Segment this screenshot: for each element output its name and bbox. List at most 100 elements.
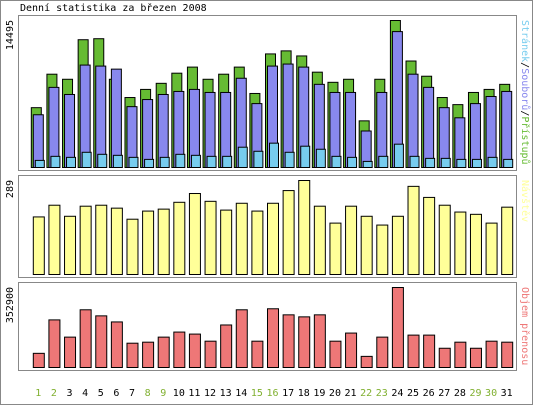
bar xyxy=(378,155,389,169)
bar xyxy=(251,210,264,276)
bar xyxy=(48,86,60,168)
y-tick-label: 14495 xyxy=(5,20,16,50)
x-tick-label: 9 xyxy=(160,388,166,399)
bar xyxy=(188,333,201,369)
bar xyxy=(501,90,513,168)
bar xyxy=(204,200,217,275)
bar xyxy=(329,340,342,369)
x-tick-label: 13 xyxy=(220,388,232,399)
bar xyxy=(409,155,420,169)
x-tick-label: 23 xyxy=(376,388,388,399)
bar xyxy=(267,202,279,276)
bar xyxy=(157,208,170,275)
legend-separator: / xyxy=(519,62,530,68)
bar xyxy=(206,155,217,169)
bar xyxy=(485,222,498,275)
x-tick-label: 17 xyxy=(282,388,294,399)
bar xyxy=(315,148,326,168)
x-tick-label: 31 xyxy=(501,388,513,399)
bar xyxy=(485,340,498,369)
y-tick-label: 289 xyxy=(5,180,16,198)
bar xyxy=(235,202,248,276)
bar xyxy=(64,215,77,276)
bar xyxy=(188,193,201,275)
bar xyxy=(503,158,514,168)
legend-entry: Souborů xyxy=(519,68,531,110)
bar xyxy=(235,309,248,369)
bar xyxy=(423,196,436,275)
bar xyxy=(112,154,123,169)
x-tick-label: 6 xyxy=(113,388,119,399)
bar xyxy=(501,206,514,275)
bar xyxy=(376,336,389,368)
bar xyxy=(267,308,279,369)
bar xyxy=(126,218,139,276)
bar xyxy=(298,180,311,275)
x-tick-label: 18 xyxy=(298,388,310,399)
bar xyxy=(110,207,123,276)
bar xyxy=(64,93,76,168)
bar xyxy=(159,156,170,168)
bar xyxy=(282,190,295,275)
x-tick-label: 24 xyxy=(391,388,403,399)
x-tick-label: 10 xyxy=(173,388,185,399)
x-tick-label: 15 xyxy=(251,388,263,399)
bar xyxy=(190,154,201,169)
bar xyxy=(110,68,122,168)
x-tick-label: 2 xyxy=(51,388,57,399)
bar xyxy=(440,157,451,168)
legend-separator: / xyxy=(519,110,530,116)
bar xyxy=(300,145,311,169)
x-tick-label: 19 xyxy=(313,388,325,399)
bar xyxy=(126,342,139,368)
bar xyxy=(298,316,311,368)
bar xyxy=(487,156,498,168)
bar xyxy=(142,210,155,276)
bar xyxy=(284,151,295,168)
bar xyxy=(362,160,373,169)
bar xyxy=(142,341,155,368)
bar xyxy=(391,287,404,368)
bar xyxy=(175,153,186,169)
x-tick-label: 25 xyxy=(407,388,419,399)
x-tick-label: 26 xyxy=(423,388,435,399)
x-tick-label: 5 xyxy=(98,388,104,399)
bar xyxy=(438,204,451,275)
x-tick-label: 14 xyxy=(235,388,247,399)
bar xyxy=(423,86,435,168)
bar xyxy=(97,153,108,169)
bar xyxy=(64,336,77,368)
bar xyxy=(79,205,92,275)
legend: Stránek/Souborů/Přístupů xyxy=(519,20,531,165)
bar xyxy=(313,314,326,369)
bar xyxy=(313,205,326,275)
bar xyxy=(376,224,389,275)
bar xyxy=(157,93,169,168)
bar xyxy=(469,347,482,368)
bar xyxy=(423,334,436,369)
x-tick-label: 28 xyxy=(454,388,466,399)
bar xyxy=(347,156,358,168)
bar xyxy=(237,146,248,169)
bar xyxy=(407,73,419,168)
x-tick-label: 21 xyxy=(345,388,357,399)
bar xyxy=(407,185,420,276)
bar xyxy=(142,99,154,168)
bar xyxy=(204,340,217,369)
bar xyxy=(345,205,358,275)
bar xyxy=(456,158,467,168)
bar xyxy=(469,213,482,276)
x-tick-label: 16 xyxy=(266,388,278,399)
x-tick-label: 22 xyxy=(360,388,372,399)
bar xyxy=(32,114,44,168)
bar xyxy=(329,222,342,275)
bar xyxy=(81,151,92,168)
x-tick-label: 1 xyxy=(35,388,41,399)
bar xyxy=(251,340,264,369)
x-tick-label: 30 xyxy=(485,388,497,399)
bar xyxy=(144,158,155,168)
bar xyxy=(222,155,233,169)
chart-title: Denní statistika za březen 2008 xyxy=(20,2,207,14)
bar xyxy=(48,319,61,368)
